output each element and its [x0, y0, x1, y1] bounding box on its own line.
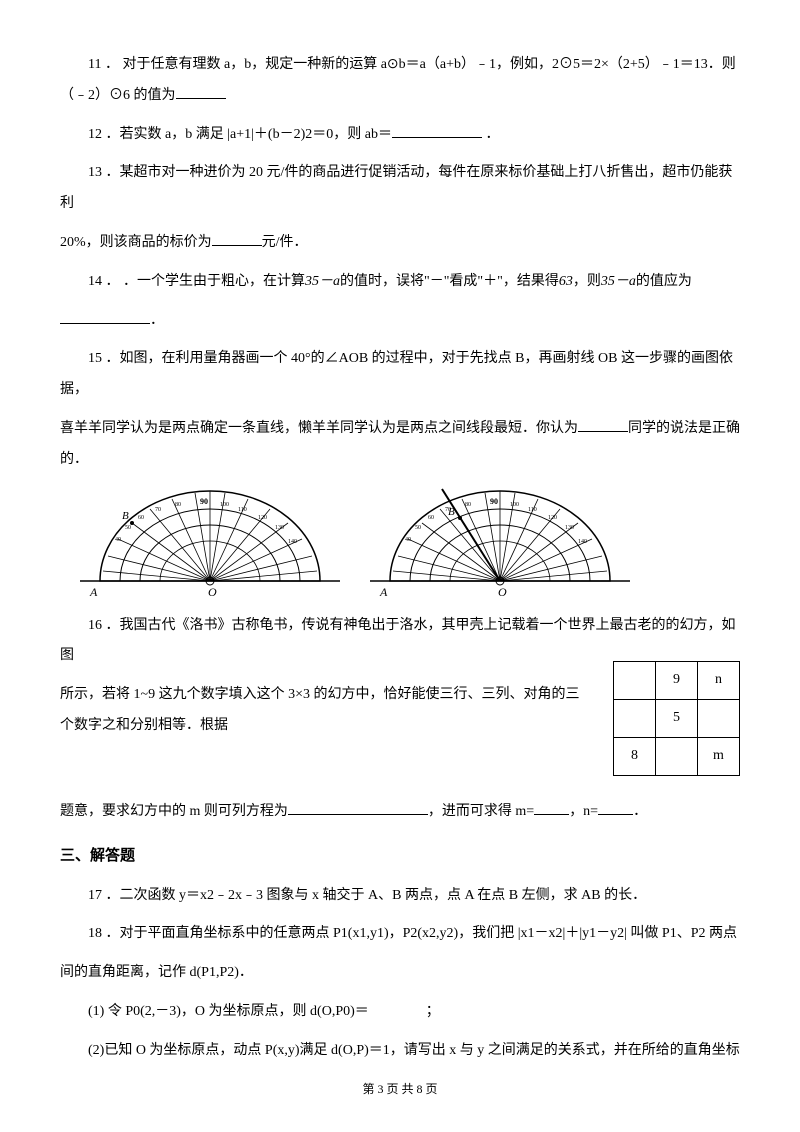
svg-text:110: 110	[528, 507, 537, 513]
scale-90-right: 90	[490, 497, 498, 506]
question-14: 14 ． ．一个学生由于粗心，在计算35－a的值时，误将"－"看成"＋"，结果得…	[60, 267, 740, 298]
q14-tail: ．	[150, 313, 164, 328]
blank-q16-m	[534, 801, 569, 815]
q16-line3-prefix: 题意，要求幻方中的 m 则可列方程为	[60, 804, 288, 819]
svg-text:120: 120	[258, 515, 267, 521]
svg-text:50: 50	[415, 525, 421, 531]
table-row: 5	[614, 699, 740, 737]
q14-expr2: 35－a	[601, 274, 636, 289]
q14-val: 63	[559, 274, 573, 289]
question-18-line2: 间的直角距离，记作 d(P1,P2)．	[60, 958, 740, 989]
q12-text: 12 ．若实数 a，b 满足 |a+1|＋(b－2)2＝0，则 ab＝	[88, 127, 392, 142]
label-A-right: A	[379, 585, 388, 599]
q14-suffix: 的值应为	[636, 274, 692, 289]
svg-text:100: 100	[220, 502, 229, 508]
question-11: 11 ． 对于任意有理数 a，b，规定一种新的运算 a⊙b＝a（a+b）﹣1，例…	[60, 50, 740, 112]
magic-square-table: 9 n 5 8 m	[613, 661, 740, 776]
cell-r1c2: 9	[656, 661, 698, 699]
protractor-images: B A O 90 40 50 60 70 80 100 110 120 130 …	[80, 481, 740, 601]
q16-line3-mid: ，进而可求得 m=	[428, 804, 534, 819]
blank-q13	[212, 232, 262, 246]
question-18-part2: (2)已知 O 为坐标原点，动点 P(x,y)满足 d(O,P)＝1，请写出 x…	[60, 1036, 740, 1067]
svg-text:130: 130	[565, 525, 574, 531]
q13-line2-suffix: 元/件．	[262, 235, 308, 250]
blank-q12	[392, 124, 482, 138]
cell-r2c3	[698, 699, 740, 737]
question-13-line2: 20%，则该商品的标价为 元/件．	[60, 228, 740, 259]
q11-text: 11 ． 对于任意有理数 a，b，规定一种新的运算 a⊙b＝a（a+b）﹣1，例…	[60, 57, 736, 103]
label-A-left: A	[89, 585, 98, 599]
q15-line2-prefix: 喜羊羊同学认为是两点确定一条直线，懒羊羊同学认为是两点之间线段最短．你认为	[60, 421, 578, 436]
blank-q14	[60, 310, 150, 324]
question-14-blank-row: ．	[60, 306, 740, 337]
scale-90-left: 90	[200, 497, 208, 506]
question-13-line1: 13 ．某超市对一种进价为 20 元/件的商品进行促销活动，每件在原来标价基础上…	[60, 158, 740, 220]
q14-mid: 的值时，误将"－"看成"＋"，结果得	[340, 274, 559, 289]
svg-text:60: 60	[428, 515, 434, 521]
svg-text:100: 100	[510, 502, 519, 508]
label-O-left: O	[208, 585, 217, 599]
label-B-left: B	[122, 510, 129, 522]
q13-line2-prefix: 20%，则该商品的标价为	[60, 235, 212, 250]
q12-tail: ．	[482, 127, 500, 142]
svg-text:50: 50	[125, 525, 131, 531]
cell-r1c1	[614, 661, 656, 699]
svg-text:130: 130	[275, 525, 284, 531]
blank-q16-eq	[288, 801, 428, 815]
blank-q15	[578, 418, 628, 432]
svg-text:80: 80	[175, 502, 181, 508]
question-12: 12 ．若实数 a，b 满足 |a+1|＋(b－2)2＝0，则 ab＝ ．	[60, 120, 740, 151]
table-row: 8 m	[614, 737, 740, 775]
svg-text:40: 40	[405, 537, 411, 543]
label-O-right: O	[498, 585, 507, 599]
svg-text:120: 120	[548, 515, 557, 521]
cell-r3c1: 8	[614, 737, 656, 775]
cell-r3c3: m	[698, 737, 740, 775]
cell-r2c2: 5	[656, 699, 698, 737]
svg-text:70: 70	[155, 507, 161, 513]
svg-text:70: 70	[445, 507, 451, 513]
q14-expr1: 35－a	[305, 274, 340, 289]
blank-q16-n	[598, 801, 633, 815]
cell-r1c3: n	[698, 661, 740, 699]
protractor-left-icon: B A O 90 40 50 60 70 80 100 110 120 130 …	[80, 481, 340, 601]
cell-r3c2	[656, 737, 698, 775]
question-15-line1: 15 ．如图，在利用量角器画一个 40°的∠AOB 的过程中，对于先找点 B，再…	[60, 344, 740, 406]
q16-line3: 题意，要求幻方中的 m 则可列方程为 ，进而可求得 m= ，n= ．	[60, 797, 740, 828]
q14-mid2: ，则	[573, 274, 601, 289]
question-16: 16 ．我国古代《洛书》古称龟书，传说有神龟出于洛水，其甲壳上记载着一个世界上最…	[60, 611, 740, 828]
cell-r2c1	[614, 699, 656, 737]
protractor-right-icon: B A O 90 40 50 60 70 80 100 110 120 130 …	[370, 481, 630, 601]
svg-text:110: 110	[238, 507, 247, 513]
q16-line3-suffix: ．	[633, 804, 647, 819]
svg-text:80: 80	[465, 502, 471, 508]
question-18-part1: (1) 令 P0(2,－3)，O 为坐标原点，则 d(O,P0)＝ ；	[60, 997, 740, 1028]
q15-line1: 15 ．如图，在利用量角器画一个 40°的∠AOB 的过程中，对于先找点 B，再…	[60, 351, 733, 397]
q14-prefix: 14 ． ．一个学生由于粗心，在计算	[88, 274, 305, 289]
question-15-line2: 喜羊羊同学认为是两点确定一条直线，懒羊羊同学认为是两点之间线段最短．你认为同学的…	[60, 414, 740, 476]
svg-text:140: 140	[578, 539, 587, 545]
q18-part1-suffix: ；	[426, 1004, 440, 1019]
question-17: 17 ．二次函数 y＝x2﹣2x﹣3 图象与 x 轴交于 A、B 两点，点 A …	[60, 881, 740, 912]
q18-part1-prefix: (1) 令 P0(2,－3)，O 为坐标原点，则 d(O,P0)＝	[88, 1004, 369, 1019]
q13-line1: 13 ．某超市对一种进价为 20 元/件的商品进行促销活动，每件在原来标价基础上…	[60, 165, 732, 211]
section-3-title: 三、解答题	[60, 840, 740, 873]
q16-line3-mid2: ，n=	[569, 804, 598, 819]
svg-text:40: 40	[115, 537, 121, 543]
blank-q11	[176, 85, 226, 99]
page-footer: 第 3 页 共 8 页	[0, 1076, 800, 1102]
svg-text:60: 60	[138, 515, 144, 521]
question-18-line1: 18 ．对于平面直角坐标系中的任意两点 P1(x1,y1)，P2(x2,y2)，…	[60, 919, 740, 950]
svg-text:140: 140	[288, 539, 297, 545]
table-row: 9 n	[614, 661, 740, 699]
